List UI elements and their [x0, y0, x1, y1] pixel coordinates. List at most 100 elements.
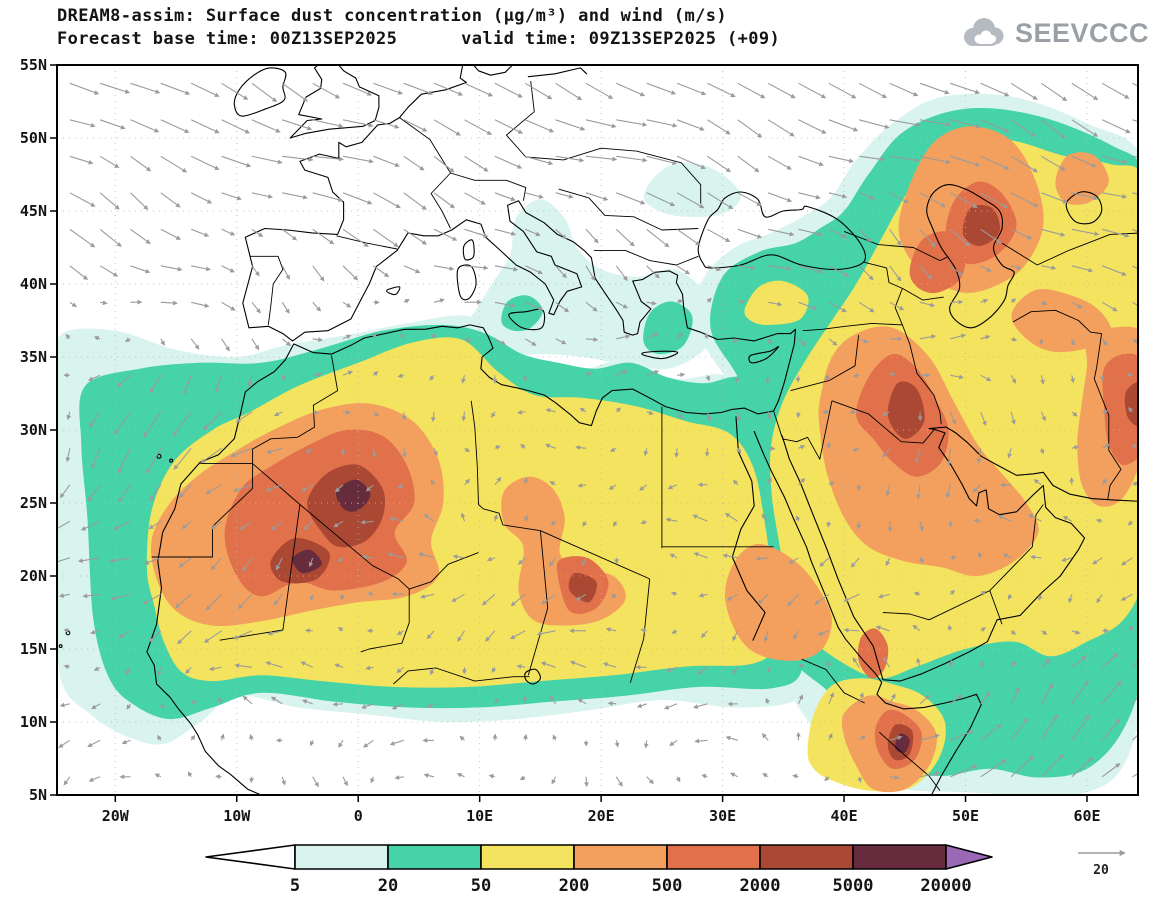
wind-arrow: [569, 660, 587, 668]
wind-arrow: [365, 665, 374, 671]
wind-arrow: [433, 298, 445, 303]
wind-arrow: [614, 557, 619, 565]
wind-arrow: [431, 332, 437, 339]
wind-arrow: [555, 192, 574, 199]
wind-arrow: [1041, 228, 1066, 237]
wind-arrow: [976, 448, 982, 464]
wind-arrow: [761, 733, 769, 741]
wind-arrow: [549, 695, 557, 705]
wind-arrow: [980, 691, 991, 705]
lat-axis-label: 30N: [20, 421, 47, 439]
wind-arrow: [273, 593, 283, 606]
wind-arrow: [312, 776, 319, 788]
wind-arrow: [919, 334, 937, 340]
wind-arrow: [555, 82, 583, 101]
wind-arrow: [281, 265, 290, 280]
wind-arrow: [371, 331, 377, 339]
lat-axis-label: 50N: [20, 129, 47, 147]
wind-arrow: [814, 593, 830, 605]
chart-title: DREAM8-assim: Surface dust concentration…: [57, 6, 727, 26]
wind-arrow: [159, 703, 165, 709]
wind-arrow: [1007, 594, 1013, 600]
wind-arrow: [338, 740, 344, 748]
wind-arrow: [885, 557, 891, 567]
wind-arrow: [249, 733, 254, 741]
lon-axis-label: 50E: [952, 807, 979, 825]
wind-arrow: [80, 520, 101, 531]
wind-arrow: [59, 702, 70, 708]
wind-arrow: [190, 734, 196, 741]
wind-arrow: [426, 703, 435, 708]
wind-arrow: [181, 520, 192, 530]
wind-arrow: [707, 228, 731, 243]
wind-arrow: [400, 332, 406, 340]
wind-arrow: [889, 82, 919, 97]
wind-arrow: [251, 192, 274, 199]
wind-arrow: [82, 593, 101, 599]
wind-arrow: [824, 776, 830, 782]
wind-arrow: [889, 775, 900, 780]
wind-arrow: [885, 484, 891, 497]
wind-arrow: [701, 630, 708, 638]
wind-arrow: [616, 155, 648, 163]
wind-arrow: [340, 594, 345, 601]
wind-arrow: [737, 299, 746, 305]
wind-arrow: [858, 692, 864, 704]
wind-arrow: [242, 695, 253, 705]
wind-arrow: [342, 228, 369, 247]
wind-arrow-layer: [57, 82, 1138, 788]
cloud-icon: [963, 18, 1004, 46]
wind-arrow: [309, 594, 315, 602]
border-path: [829, 335, 860, 381]
wind-arrow: [423, 773, 435, 778]
wind-arrow: [705, 375, 711, 382]
wind-arrow: [694, 738, 708, 744]
wind-arrow: [524, 338, 537, 346]
chart-title-block: DREAM8-assim: Surface dust concentration…: [57, 5, 780, 51]
wind-arrow: [397, 373, 404, 379]
wind-arrow: [585, 119, 617, 129]
wind-arrow: [1010, 755, 1035, 778]
dust-fill: [744, 280, 809, 326]
wind-arrow: [1126, 372, 1133, 378]
wind-arrow: [342, 370, 354, 376]
wind-arrow: [646, 82, 677, 95]
wind-arrow: [737, 265, 756, 271]
wind-arrow: [69, 228, 96, 248]
coastline-path: [731, 416, 766, 641]
wind-arrow: [640, 519, 647, 525]
coastline-path: [289, 65, 380, 139]
wind-arrow: [1102, 265, 1127, 276]
wind-arrow: [202, 411, 222, 431]
border-path: [902, 288, 944, 301]
wind-arrow: [99, 119, 126, 130]
wind-arrow: [798, 192, 821, 200]
wind-arrow: [646, 192, 676, 207]
wind-arrow: [142, 593, 162, 604]
wind-arrow: [1132, 265, 1138, 270]
wind-arrow: [828, 481, 835, 487]
wind-arrow: [270, 520, 283, 531]
wind-arrow: [251, 228, 264, 238]
wind-arrow: [734, 375, 740, 384]
wind-arrow: [737, 82, 766, 99]
wind-arrow: [980, 119, 1010, 133]
border-path: [409, 552, 479, 590]
wind-arrow: [616, 82, 646, 97]
wind-arrow: [308, 557, 314, 568]
lat-axis-label: 20N: [20, 567, 47, 585]
wind-arrow: [676, 119, 705, 131]
wind-arrow: [523, 733, 528, 741]
wind-arrow: [1101, 119, 1131, 134]
wind-arrow: [798, 663, 805, 669]
wind-arrow: [858, 82, 888, 98]
wind-arrow: [616, 301, 629, 309]
border-path: [360, 589, 410, 653]
wind-arrow: [66, 411, 72, 421]
coastline-layer: [58, 65, 1138, 795]
wind-arrow: [676, 299, 684, 304]
wind-arrow: [215, 774, 222, 780]
wind-arrow: [786, 593, 799, 607]
wind-arrow: [676, 155, 706, 170]
wind-arrow: [251, 301, 261, 314]
